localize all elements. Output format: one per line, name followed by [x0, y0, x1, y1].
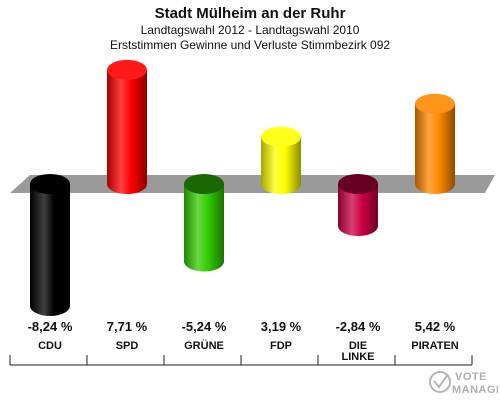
bar-body: [30, 184, 70, 306]
bar-top-cap: [30, 174, 70, 194]
value-label: 5,42 %: [415, 319, 456, 334]
bar-body: [107, 69, 147, 184]
value-label: -5,24 %: [182, 319, 227, 334]
bar-5: [415, 93, 455, 194]
bar-0: [30, 174, 70, 316]
chart-title: Stadt Mülheim an der Ruhr: [154, 5, 346, 22]
category-label: PIRATEN: [411, 340, 459, 352]
category-axis: [9, 355, 473, 366]
chart-subtitle-1: Landtagswahl 2012 - Landtagswahl 2010: [140, 23, 360, 37]
category-label-group: CDU SPD GRÜNE FDP DIE LINKE PIRATEN: [38, 339, 459, 363]
bar-1: [107, 59, 147, 194]
category-label: FDP: [270, 340, 292, 352]
watermark-line2: MANAGER: [452, 384, 498, 396]
bar-body: [184, 184, 224, 262]
bar-2: [184, 174, 224, 272]
value-label: -2,84 %: [336, 319, 381, 334]
category-label: CDU: [38, 340, 62, 352]
vote-manager-logo-icon: VOTE MANAGER: [429, 371, 498, 396]
bar-group: [30, 59, 455, 316]
bar-3: [261, 126, 301, 194]
category-label: GRÜNE: [184, 339, 224, 352]
bar-bottom-cap: [184, 251, 224, 272]
value-label-group: -8,24 % 7,71 % -5,24 % 3,19 % -2,84 % 5,42 %: [28, 319, 456, 334]
bar-bottom-cap: [261, 174, 301, 194]
bar-top-cap: [415, 93, 455, 114]
bar-top-cap: [261, 126, 301, 147]
chart-subtitle-2: Erststimmen Gewinne und Verluste Stimmbe…: [109, 38, 391, 52]
bar-bottom-cap: [338, 216, 378, 237]
bar-bottom-cap: [107, 174, 147, 194]
chart-titles: Stadt Mülheim an der Ruhr Landtagswahl 2…: [0, 0, 500, 53]
category-label: DIE LINKE: [342, 340, 375, 363]
bar-top-cap: [107, 59, 147, 80]
bar-top-cap: [338, 174, 378, 194]
watermark-line1: VOTE: [455, 371, 487, 383]
value-label: 7,71 %: [107, 319, 148, 334]
bar-body: [415, 103, 455, 184]
bar-bottom-cap: [30, 295, 70, 316]
value-label: -8,24 %: [28, 319, 73, 334]
category-label: SPD: [116, 340, 139, 352]
bar-bottom-cap: [415, 174, 455, 194]
value-label: 3,19 %: [261, 319, 302, 334]
bar-4: [338, 174, 378, 237]
bar-top-cap: [184, 174, 224, 194]
